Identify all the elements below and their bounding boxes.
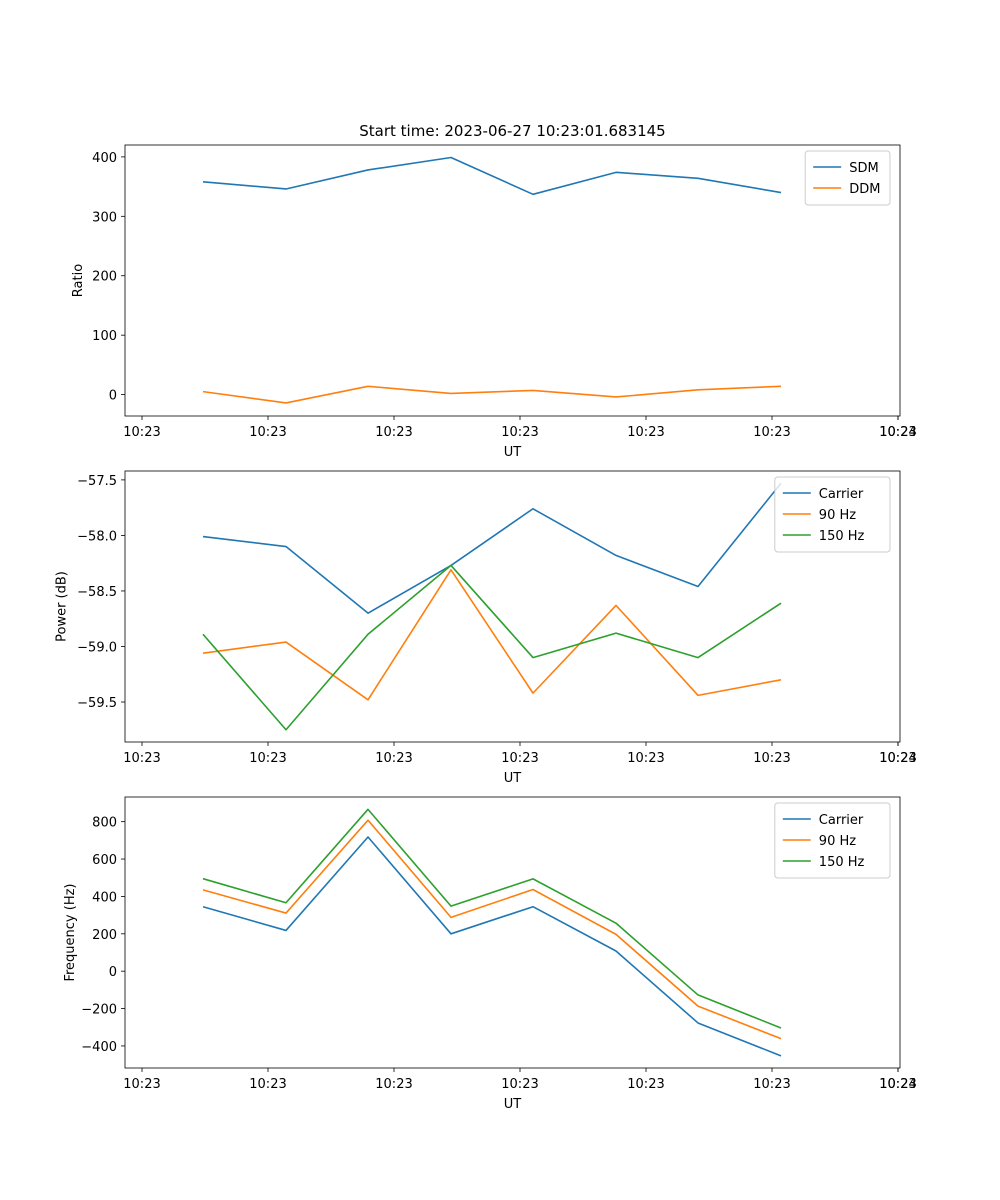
x-tick-label: 10:23 [879,425,916,440]
series-line-90-hz [202,819,782,1040]
y-axis-label: Frequency (Hz) [63,883,78,981]
x-tick-label: 10:23 [879,1077,916,1092]
x-tick-label: 10:24 [879,425,916,440]
series-line-ddm [202,385,782,404]
x-tick-label: 10:23 [627,425,664,440]
legend: Carrier 90 Hz 150 Hz [774,802,891,879]
x-tick-label: 10:23 [627,751,664,766]
legend-entry: 90 Hz [819,834,856,849]
x-tick-label: 10:23 [375,425,412,440]
x-tick-label: 10:23 [375,1077,412,1092]
x-tick-label: 10:23 [627,1077,664,1092]
plot-area-frame [124,144,901,417]
series-line-90-hz [202,569,782,701]
legend-entry: Carrier [819,487,864,502]
x-tick-label: 10:23 [249,425,286,440]
legend-box [804,150,891,206]
y-tick-label: 0 [109,389,117,404]
y-tick-label: 400 [92,890,117,905]
y-tick-label: 400 [92,151,117,166]
y-axis-label: Power (dB) [55,571,70,642]
legend-entry: 150 Hz [819,855,865,870]
chart-panel-1: 10:23 10:23 10:23 10:23 10:23 10:23 10:2310:24… [71,144,917,460]
y-tick-label: −58.5 [77,585,117,600]
series-line-150-hz [202,564,782,731]
legend: SDM DDM [804,150,891,206]
series-line-sdm [202,156,782,196]
legend-entry: DDM [849,182,880,197]
y-tick-label: −59.5 [77,696,117,711]
x-tick-label: 10:23 [249,1077,286,1092]
y-tick-label: 200 [92,928,117,943]
y-tick-label: 800 [92,816,117,831]
y-tick-label: 200 [92,270,117,285]
x-tick-label: 10:23 [375,751,412,766]
y-tick-label: −57.5 [77,474,117,489]
y-tick-label: 100 [92,329,117,344]
plot-area-frame [124,796,901,1069]
x-axis-label: UT [504,445,522,460]
series-line-carrier [202,482,782,614]
figure-title: Start time: 2023-06-27 10:23:01.683145 [359,122,665,140]
y-axis-label: Ratio [71,264,86,297]
x-tick-label: 10:23 [501,425,538,440]
series-line-carrier [202,836,782,1057]
x-tick-label: 10:23 [501,1077,538,1092]
x-tick-label: 10:23 [753,1077,790,1092]
y-tick-label: −200 [81,1003,117,1018]
x-tick-label: 10:23 [501,751,538,766]
legend-entry: SDM [849,161,878,176]
legend-entry: 150 Hz [819,529,865,544]
x-tick-label: 10:23 [123,1077,160,1092]
x-tick-label: 10:23 [123,751,160,766]
series-line-150-hz [202,808,782,1029]
legend-box [774,802,891,879]
x-tick-label: 10:24 [879,751,916,766]
legend-entry: Carrier [819,813,864,828]
y-tick-label: −59.0 [77,640,117,655]
y-tick-label: −58.0 [77,529,117,544]
plot-area-frame [124,470,901,743]
y-tick-label: 300 [92,210,117,225]
chart-panel-3: 10:23 10:23 10:23 10:23 10:23 10:23 10:2310:24… [63,796,917,1112]
x-axis-label: UT [504,771,522,786]
legend-entry: 90 Hz [819,508,856,523]
x-tick-label: 10:23 [123,425,160,440]
legend-box [774,476,891,553]
legend: Carrier 90 Hz 150 Hz [774,476,891,553]
x-tick-label: 10:23 [753,751,790,766]
x-tick-label: 10:23 [879,751,916,766]
chart-panel-2: 10:23 10:23 10:23 10:23 10:23 10:23 10:2310:24… [55,470,917,786]
y-tick-label: 0 [109,965,117,980]
y-tick-label: −400 [81,1040,117,1055]
x-tick-label: 10:24 [879,1077,916,1092]
x-axis-label: UT [504,1097,522,1112]
x-tick-label: 10:23 [753,425,790,440]
x-tick-label: 10:23 [249,751,286,766]
y-tick-label: 600 [92,853,117,868]
